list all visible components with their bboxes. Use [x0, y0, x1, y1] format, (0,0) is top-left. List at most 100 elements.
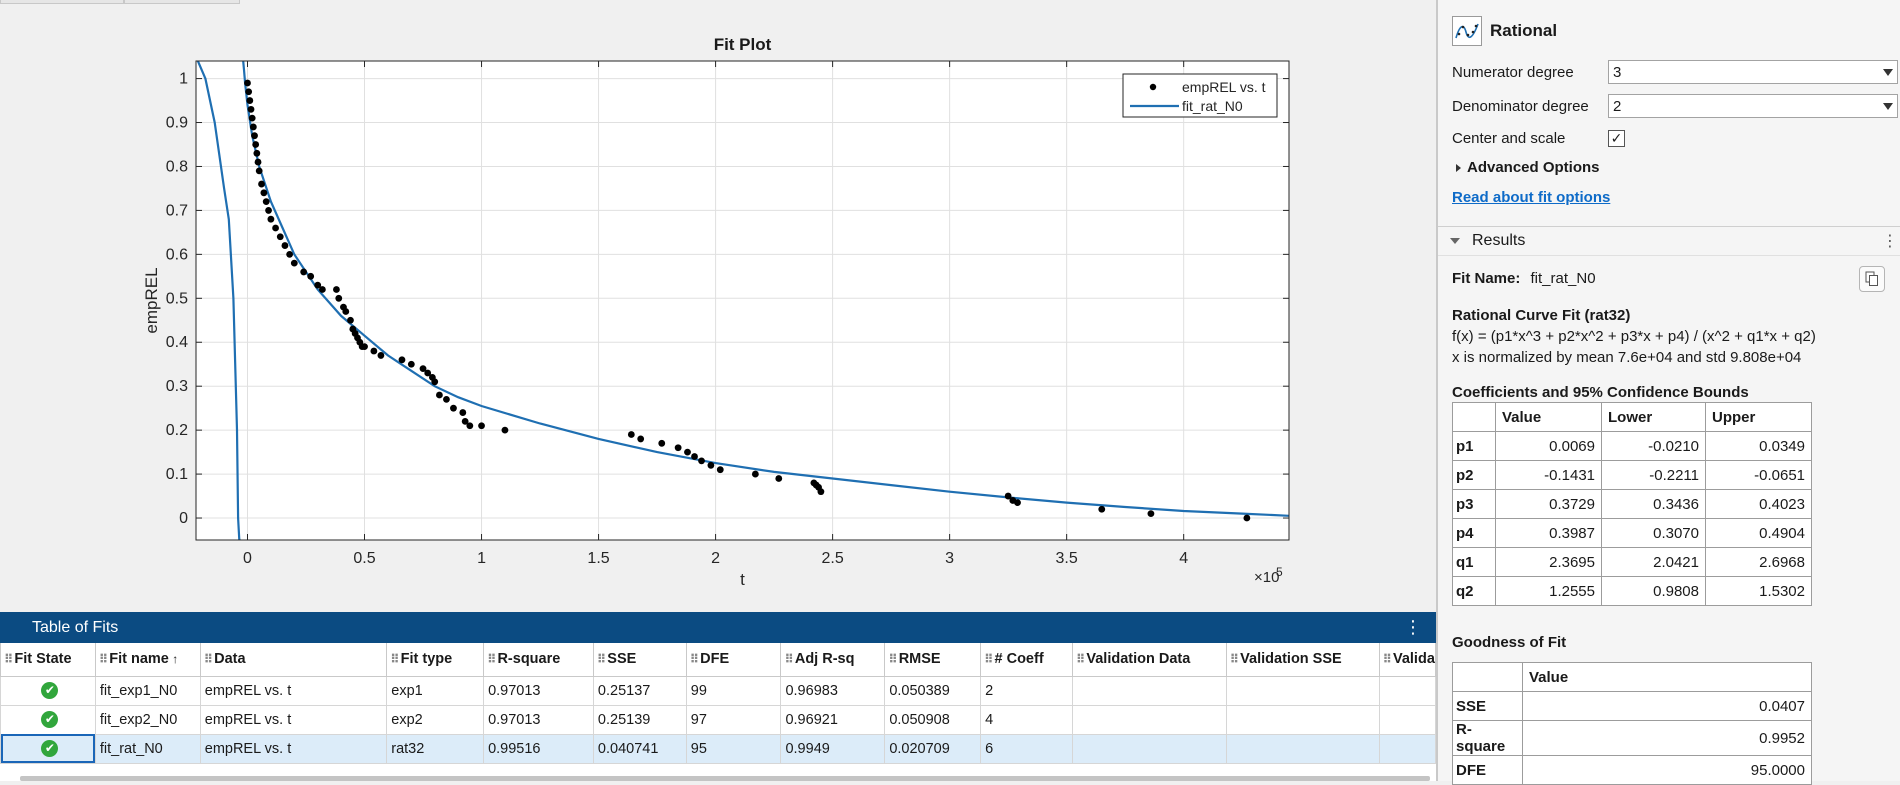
denominator-degree-dropdown[interactable]: 2 [1608, 94, 1898, 118]
data-point [707, 461, 715, 469]
column-header[interactable]: ⠿ Adj R-sq [780, 643, 886, 677]
coef-cell-lower: 2.0421 [1601, 547, 1706, 577]
table-cell-sse[interactable]: 0.040741 [592, 733, 687, 764]
table-row[interactable]: ✔ fit_exp1_N0 empREL vs. t exp1 0.97013 0.251… [0, 675, 1437, 706]
table-row[interactable]: ✔ fit_rat_N0 empREL vs. t rat32 0.99516 0.040… [0, 733, 1437, 764]
table-cell-data[interactable]: empREL vs. t [199, 733, 388, 764]
results-section-header[interactable]: Results ⋮ [1438, 226, 1900, 256]
column-header[interactable]: ⠿ Fit State [0, 643, 96, 677]
fit-type-title: Rational [1490, 21, 1558, 40]
coef-column-header: Lower [1601, 402, 1706, 432]
numerator-degree-dropdown[interactable]: 3 [1608, 60, 1898, 84]
coef-row: p4 0.3987 0.3070 0.4904 [1452, 518, 1812, 548]
column-header[interactable]: ⠿ Fit type [386, 643, 485, 677]
drag-handle-icon[interactable]: ⠿ [1075, 652, 1085, 667]
center-scale-checkbox[interactable]: ✓ [1608, 129, 1625, 147]
table-cell-valdata[interactable] [1071, 704, 1227, 735]
column-header[interactable]: ⠿ Data [199, 643, 388, 677]
column-header[interactable]: ⠿ RMSE [884, 643, 982, 677]
column-header-label: RMSE [898, 651, 941, 668]
column-header[interactable]: ⠿ SSE [592, 643, 687, 677]
table-cell-ncoeff[interactable]: 4 [980, 704, 1073, 735]
table-cell-data[interactable]: empREL vs. t [199, 675, 388, 706]
table-cell-name[interactable]: fit_exp2_N0 [94, 704, 201, 735]
legend-fit-label: fit_rat_N0 [1182, 98, 1243, 114]
x-axis-label: t [740, 570, 745, 589]
table-row[interactable]: ✔ fit_exp2_N0 empREL vs. t exp2 0.97013 0.251… [0, 704, 1437, 735]
column-header[interactable]: ⠿ DFE [685, 643, 782, 677]
table-cell-state[interactable]: ✔ [0, 704, 96, 735]
drag-handle-icon[interactable]: ⠿ [1382, 652, 1392, 667]
table-cell-data[interactable]: empREL vs. t [199, 704, 388, 735]
column-header[interactable]: ⠿ Validation SSE [1225, 643, 1380, 677]
table-cell-type[interactable]: exp2 [386, 704, 485, 735]
gof-cell-name: DFE [1452, 755, 1523, 785]
column-header[interactable]: ⠿ Validation Data [1071, 643, 1227, 677]
read-about-fit-options-link[interactable]: Read about fit options [1452, 189, 1611, 206]
vertical-dots-icon[interactable]: ⋮ [1404, 617, 1422, 637]
table-cell-rsq[interactable]: 0.99516 [483, 733, 594, 764]
table-cell-name[interactable]: fit_rat_N0 [94, 733, 201, 764]
table-cell-ncoeff[interactable]: 2 [980, 675, 1073, 706]
gof-cell-name: SSE [1452, 691, 1523, 721]
table-cell-state[interactable]: ✔ [0, 733, 96, 764]
sort-ascending-icon[interactable]: ↑ [168, 652, 179, 667]
column-header[interactable]: ⠿ R-square [483, 643, 594, 677]
table-cell-type[interactable]: rat32 [386, 733, 485, 764]
table-cell-val[interactable] [1378, 675, 1437, 706]
model-equation: f(x) = (p1*x^3 + p2*x^2 + p3*x + p4) / (… [1452, 328, 1816, 345]
table-cell-dfe[interactable]: 95 [685, 733, 782, 764]
table-cell-sse[interactable]: 0.25139 [592, 704, 687, 735]
column-header[interactable]: ⠿ Fit name ↑ [94, 643, 201, 677]
table-cell-state[interactable]: ✔ [0, 675, 96, 706]
gof-cell-value: 0.0407 [1522, 691, 1812, 721]
table-cell-val[interactable] [1378, 704, 1437, 735]
table-cell-name[interactable]: fit_exp1_N0 [94, 675, 201, 706]
table-cell-dfe[interactable]: 97 [685, 704, 782, 735]
table-cell-rmse[interactable]: 0.050908 [884, 704, 982, 735]
table-cell-adjrsq[interactable]: 0.96921 [780, 704, 886, 735]
table-cell-type[interactable]: exp1 [386, 675, 485, 706]
drag-handle-icon[interactable]: ⠿ [888, 652, 897, 667]
coef-cell-upper: 1.5302 [1705, 576, 1812, 606]
table-cell-sse[interactable]: 0.25137 [592, 675, 687, 706]
table-cell-valdata[interactable] [1071, 675, 1227, 706]
fit-type-header: Rational [1452, 16, 1557, 46]
horizontal-scrollbar[interactable] [20, 776, 1430, 781]
panel-divider[interactable] [1436, 0, 1438, 781]
column-header[interactable]: ⠿ Valida [1378, 643, 1437, 677]
table-cell-dfe[interactable]: 99 [685, 675, 782, 706]
table-cell-adjrsq[interactable]: 0.96983 [780, 675, 886, 706]
table-cell-rsq[interactable]: 0.97013 [483, 675, 594, 706]
copy-button[interactable] [1859, 266, 1885, 292]
table-cell-valsse[interactable] [1225, 675, 1380, 706]
table-cell-ncoeff[interactable]: 6 [980, 733, 1073, 764]
drag-handle-icon[interactable]: ⠿ [984, 652, 993, 667]
drag-handle-icon[interactable]: ⠿ [487, 652, 496, 667]
advanced-options-toggle[interactable]: Advanced Options [1456, 159, 1600, 176]
table-cell-valsse[interactable] [1225, 704, 1380, 735]
table-cell-valdata[interactable] [1071, 733, 1227, 764]
table-cell-valsse[interactable] [1225, 733, 1380, 764]
table-cell-adjrsq[interactable]: 0.9949 [780, 733, 886, 764]
drag-handle-icon[interactable]: ⠿ [4, 652, 13, 667]
vertical-dots-icon[interactable]: ⋮ [1882, 233, 1898, 250]
drag-handle-icon[interactable]: ⠿ [689, 652, 699, 667]
data-point [424, 369, 432, 377]
drag-handle-icon[interactable]: ⠿ [1229, 652, 1239, 667]
drag-handle-icon[interactable]: ⠿ [203, 652, 213, 667]
drag-handle-icon[interactable]: ⠿ [98, 652, 108, 667]
drag-handle-icon[interactable]: ⠿ [784, 652, 793, 667]
table-cell-rmse[interactable]: 0.020709 [884, 733, 982, 764]
data-point [674, 444, 682, 452]
drag-handle-icon[interactable]: ⠿ [390, 652, 399, 667]
document-tab[interactable] [124, 0, 240, 4]
table-cell-val[interactable] [1378, 733, 1437, 764]
drag-handle-icon[interactable]: ⠿ [596, 652, 606, 667]
data-point [246, 97, 254, 104]
table-cell-rmse[interactable]: 0.050389 [884, 675, 982, 706]
fit-plot-chart[interactable]: 0 0.5 1 1.5 2 2.5 3 3.5 4 0 0.1 0.2 0.3 0.4 0.5 0.6 0.7 0… [0, 4, 1436, 612]
table-cell-rsq[interactable]: 0.97013 [483, 704, 594, 735]
column-header[interactable]: ⠿ # Coeff [980, 643, 1073, 677]
document-tab[interactable] [0, 0, 124, 4]
